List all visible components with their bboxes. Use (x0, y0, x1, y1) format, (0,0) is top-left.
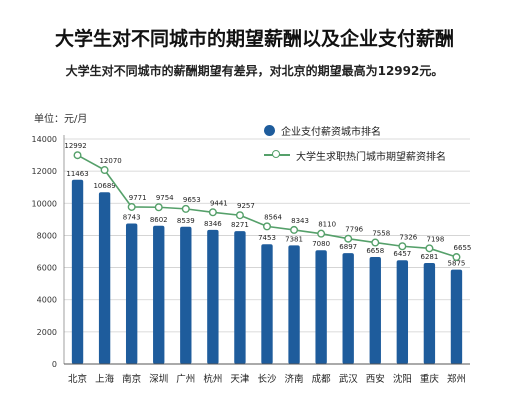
bar (234, 231, 246, 364)
line-point (235, 211, 244, 220)
y-tick-label: 10000 (32, 199, 57, 208)
x-tick-label: 沈阳 (393, 373, 412, 385)
bar-value-label: 7080 (312, 240, 330, 248)
bar (450, 269, 463, 364)
legend-line-swatch (264, 149, 290, 161)
line-point (100, 166, 109, 175)
x-tick-label: 济南 (285, 373, 304, 385)
bar (98, 192, 111, 364)
line-value-label: 7198 (426, 235, 444, 243)
legend-line-label: 大学生求职热门城市期望薪资排名 (296, 151, 446, 163)
x-tick-label: 广州 (176, 373, 195, 385)
line-point (425, 244, 434, 253)
line-point (181, 204, 190, 213)
x-tick-label: 天津 (230, 374, 250, 385)
y-tick-label: 0 (52, 360, 57, 369)
line-point (398, 242, 407, 251)
line-point (290, 225, 299, 234)
bar (288, 245, 300, 364)
bar-value-label: 7453 (258, 234, 276, 242)
x-tick-label: 郑州 (447, 373, 466, 385)
bar (261, 244, 273, 364)
y-tick-label: 14000 (32, 135, 57, 144)
x-tick-label: 成都 (312, 373, 332, 385)
legend-item-line: 大学生求职热门城市期望薪资排名 (264, 146, 446, 164)
y-tick-label: 6000 (37, 264, 57, 273)
line-point (317, 229, 326, 238)
bar-value-label: 8539 (177, 217, 195, 225)
bar (369, 256, 381, 364)
bar (207, 229, 219, 364)
x-tick-label: 西安 (366, 373, 385, 385)
line-value-label: 9257 (237, 202, 255, 210)
line-point (154, 203, 163, 212)
bar (342, 253, 354, 364)
line-point (344, 234, 353, 243)
line-value-label: 9441 (210, 199, 228, 207)
line-point (127, 202, 136, 211)
line-value-label: 6655 (454, 244, 472, 252)
line-value-label: 7326 (399, 233, 417, 241)
bar (180, 226, 192, 364)
x-tick-label: 长沙 (257, 373, 277, 385)
line-value-label: 8343 (291, 217, 309, 225)
bar-value-label: 8743 (123, 213, 141, 221)
chart-legend: 企业支付薪资城市排名 大学生求职热门城市期望薪资排名 (264, 121, 446, 171)
y-tick-label: 12000 (32, 167, 57, 176)
y-axis-unit-label: 单位：元/月 (34, 114, 88, 125)
x-tick-label: 上海 (95, 373, 115, 385)
line-value-label: 8564 (264, 213, 282, 221)
bar (423, 263, 436, 364)
line-value-label: 9771 (129, 194, 147, 202)
line-value-label: 8110 (318, 221, 336, 229)
bar-value-label: 6457 (393, 250, 411, 258)
x-tick-label: 杭州 (203, 373, 222, 385)
line-value-label: 12070 (99, 157, 121, 165)
line-value-label: 7558 (372, 230, 390, 238)
legend-item-bar: 企业支付薪资城市排名 (264, 121, 446, 139)
line-point (371, 238, 380, 247)
bar-value-label: 7381 (285, 235, 303, 243)
chart-subtitle: 大学生对不同城市的薪酬期望有差异，对北京的期望最高为12992元。 (65, 64, 444, 78)
legend-bar-label: 企业支付薪资城市排名 (281, 126, 381, 138)
x-tick-label: 深圳 (149, 374, 168, 385)
line-value-label: 12992 (64, 142, 86, 150)
bar (396, 260, 409, 364)
line-point (73, 151, 82, 160)
line-value-label: 7796 (345, 226, 363, 234)
bar-value-label: 6897 (339, 243, 357, 251)
legend-bar-swatch (264, 124, 275, 136)
bar-value-label: 8602 (150, 216, 168, 224)
y-tick-label: 8000 (37, 231, 57, 240)
x-tick-label: 重庆 (420, 373, 440, 385)
line-point (263, 222, 272, 231)
chart-title: 大学生对不同城市的期望薪酬以及企业支付薪酬 (54, 28, 454, 50)
y-tick-label: 4000 (37, 296, 57, 305)
line-point (452, 253, 461, 262)
bar-value-label: 6658 (366, 247, 384, 255)
x-tick-label: 南京 (122, 373, 141, 385)
line-value-label: 9653 (183, 196, 201, 204)
bar (71, 179, 84, 364)
y-tick-label: 2000 (37, 328, 57, 337)
bar-value-label: 10689 (93, 182, 115, 190)
bar-value-label: 8271 (231, 221, 249, 229)
x-tick-label: 武汉 (339, 373, 359, 385)
x-tick-label: 北京 (68, 373, 87, 385)
bar (125, 223, 138, 364)
bar-value-label: 5875 (448, 260, 466, 268)
bar-value-label: 11463 (66, 170, 88, 178)
bar (315, 250, 327, 364)
line-point (208, 208, 217, 217)
line-value-label: 9754 (156, 194, 174, 202)
bar-value-label: 6281 (420, 253, 438, 261)
bar (153, 225, 165, 364)
bar-value-label: 8346 (204, 220, 222, 228)
